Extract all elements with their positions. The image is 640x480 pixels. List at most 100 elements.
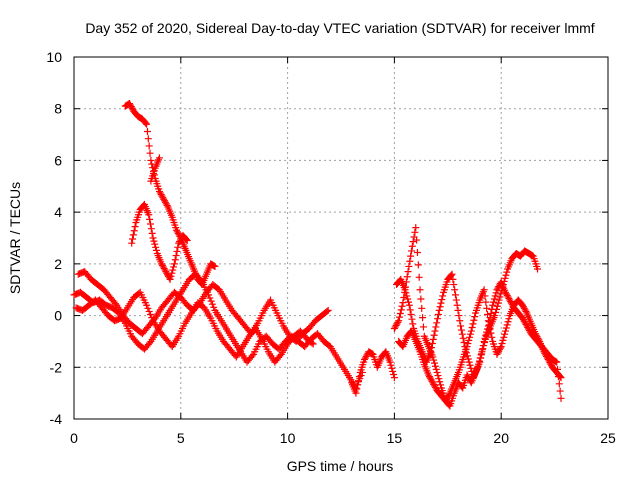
data-point (151, 240, 159, 248)
data-point (127, 103, 135, 111)
data-point (497, 290, 505, 298)
data-point (128, 104, 136, 112)
data-point (397, 306, 405, 314)
data-point (324, 306, 332, 314)
data-point (146, 220, 154, 228)
data-points (70, 100, 565, 410)
data-point (413, 236, 421, 244)
data-point (520, 304, 528, 312)
data-point (546, 359, 554, 367)
data-point (451, 286, 459, 294)
data-point (145, 307, 153, 315)
data-point (486, 325, 494, 333)
data-point (493, 302, 501, 310)
data-point (491, 292, 499, 300)
data-point (430, 331, 438, 339)
data-point (533, 333, 541, 341)
data-point (457, 322, 465, 330)
data-point (167, 272, 175, 280)
data-point (398, 302, 406, 310)
data-point (541, 349, 549, 357)
data-point (450, 281, 458, 289)
data-point (170, 260, 178, 268)
data-point (416, 286, 424, 294)
data-point (156, 189, 164, 197)
data-point (556, 387, 564, 395)
data-point (540, 348, 548, 356)
data-point (504, 293, 512, 301)
data-point (150, 237, 158, 245)
data-point (183, 237, 191, 245)
data-point (451, 291, 459, 299)
data-point (492, 308, 500, 316)
data-point (165, 274, 173, 282)
data-point (408, 242, 416, 250)
data-point (155, 154, 163, 162)
data-point (406, 257, 414, 265)
data-point (444, 392, 452, 400)
data-point (495, 347, 503, 355)
data-point (172, 252, 180, 260)
data-point (362, 352, 370, 360)
data-point (355, 377, 363, 385)
data-point (144, 135, 152, 143)
data-point (388, 364, 396, 372)
data-point (458, 330, 466, 338)
x-tick-label: 15 (387, 430, 403, 446)
data-point (143, 127, 151, 135)
y-tick-label: -2 (50, 359, 63, 375)
data-point (428, 377, 436, 385)
data-point (505, 315, 513, 323)
y-tick-label: 4 (54, 204, 62, 220)
data-point (497, 343, 505, 351)
y-tick-label: 2 (54, 256, 62, 272)
data-point (469, 320, 477, 328)
data-point (159, 263, 167, 271)
data-point (431, 327, 439, 335)
data-point (396, 310, 404, 318)
data-point (502, 271, 510, 279)
data-point (409, 238, 417, 246)
data-point (408, 315, 416, 323)
data-point (525, 327, 533, 335)
data-point (145, 211, 153, 219)
data-point (436, 303, 444, 311)
data-point (169, 266, 177, 274)
data-point (439, 292, 447, 300)
data-point (146, 149, 154, 157)
data-point (522, 307, 530, 315)
data-point (557, 394, 565, 402)
data-point (430, 356, 438, 364)
data-point (519, 303, 527, 311)
data-point (431, 362, 439, 370)
series-track-d (121, 100, 219, 289)
data-point (425, 373, 433, 381)
data-point (419, 323, 427, 331)
data-point (146, 311, 154, 319)
data-point (483, 304, 491, 312)
data-point (210, 303, 218, 311)
data-point (475, 357, 483, 365)
data-point (496, 344, 504, 352)
data-point (502, 324, 510, 332)
y-axis-label: SDTVAR / TECUs (7, 182, 23, 294)
data-point (484, 311, 492, 319)
data-point (547, 360, 555, 368)
data-point (542, 352, 550, 360)
data-point (442, 397, 450, 405)
data-point (501, 288, 509, 296)
data-point (412, 224, 420, 232)
data-point (406, 306, 414, 314)
data-point (434, 315, 442, 323)
data-point (407, 311, 415, 319)
data-point (360, 356, 368, 364)
data-point (400, 293, 408, 301)
x-tick-label: 0 (70, 430, 78, 446)
data-point (129, 235, 137, 243)
data-point (458, 383, 466, 391)
data-point (495, 296, 503, 304)
data-point (499, 281, 507, 289)
data-point (495, 346, 503, 354)
data-point (431, 359, 439, 367)
